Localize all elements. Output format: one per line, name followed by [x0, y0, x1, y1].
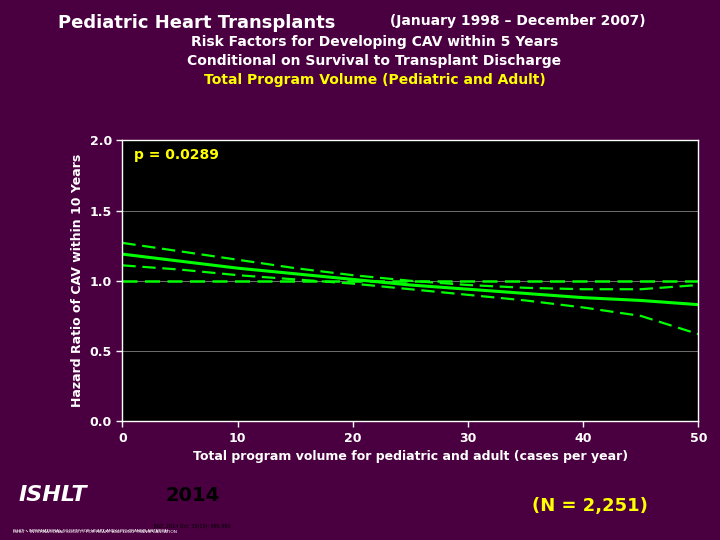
Y-axis label: Hazard Ratio of CAV within 10 Years: Hazard Ratio of CAV within 10 Years [71, 154, 84, 407]
Text: ISHLT • INTERNATIONAL SOCIETY FOR HEART AND LUNG TRANSPLANTATION: ISHLT • INTERNATIONAL SOCIETY FOR HEART … [13, 530, 177, 534]
Text: (January 1998 – December 2007): (January 1998 – December 2007) [385, 14, 646, 28]
Text: ISHLT: ISHLT [19, 485, 87, 505]
Text: Risk Factors for Developing CAV within 5 Years: Risk Factors for Developing CAV within 5… [191, 35, 558, 49]
Text: Conditional on Survival to Transplant Discharge: Conditional on Survival to Transplant Di… [187, 54, 562, 68]
X-axis label: Total program volume for pediatric and adult (cases per year): Total program volume for pediatric and a… [193, 450, 628, 463]
Text: ISHLT • INTERNATIONAL SOCIETY FOR HEART AND LUNG TRANSPLANTATION: ISHLT • INTERNATIONAL SOCIETY FOR HEART … [13, 529, 168, 534]
Text: (N = 2,251): (N = 2,251) [533, 497, 648, 515]
Text: 2014: 2014 [166, 485, 220, 504]
Text: p = 0.0289: p = 0.0289 [134, 147, 219, 161]
Text: JHLT. 2014 Oct; 33(10): 985-995: JHLT. 2014 Oct; 33(10): 985-995 [154, 524, 231, 529]
Text: Pediatric Heart Transplants: Pediatric Heart Transplants [58, 14, 335, 31]
Text: Total Program Volume (Pediatric and Adult): Total Program Volume (Pediatric and Adul… [204, 73, 545, 87]
